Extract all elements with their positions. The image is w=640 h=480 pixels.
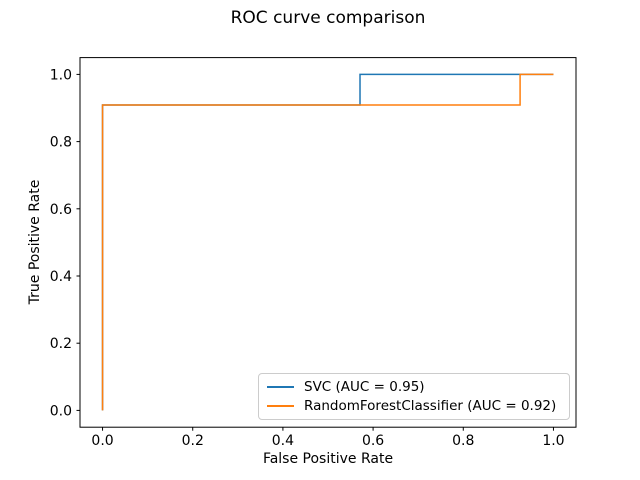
x-tick-label: 0.0: [91, 433, 113, 449]
legend-line-svc-icon: [267, 386, 294, 389]
y-tick-label: 0.8: [50, 135, 72, 151]
legend-line-randomforest-icon: [267, 404, 294, 407]
x-tick-label: 0.6: [362, 433, 384, 449]
legend-label-svc: SVC (AUC = 0.95): [304, 379, 425, 396]
y-tick-label: 1.0: [50, 67, 72, 83]
roc-curve-svc: [101, 73, 554, 411]
y-tick-label: 0.6: [50, 202, 72, 218]
roc-curve-randomforest: [101, 73, 554, 411]
x-tick-label: 0.8: [452, 433, 474, 449]
legend: SVC (AUC = 0.95) RandomForestClassifier …: [258, 373, 570, 420]
x-tick-label: 0.4: [272, 433, 294, 449]
x-tick-label: 1.0: [542, 433, 564, 449]
x-axis-label: False Positive Rate: [262, 451, 394, 467]
legend-item-svc: SVC (AUC = 0.95): [267, 378, 561, 397]
legend-label-randomforest: RandomForestClassifier (AUC = 0.92): [304, 397, 557, 414]
y-tick-label: 0.0: [50, 403, 72, 419]
axes-frame: [79, 57, 577, 428]
legend-item-randomforest: RandomForestClassifier (AUC = 0.92): [267, 397, 561, 416]
y-axis-label: True Positive Rate: [27, 179, 43, 305]
chart-title: ROC curve comparison: [230, 8, 426, 28]
y-tick-label: 0.2: [50, 336, 72, 352]
x-tick-label: 0.2: [182, 433, 204, 449]
y-tick-label: 0.4: [50, 269, 72, 285]
